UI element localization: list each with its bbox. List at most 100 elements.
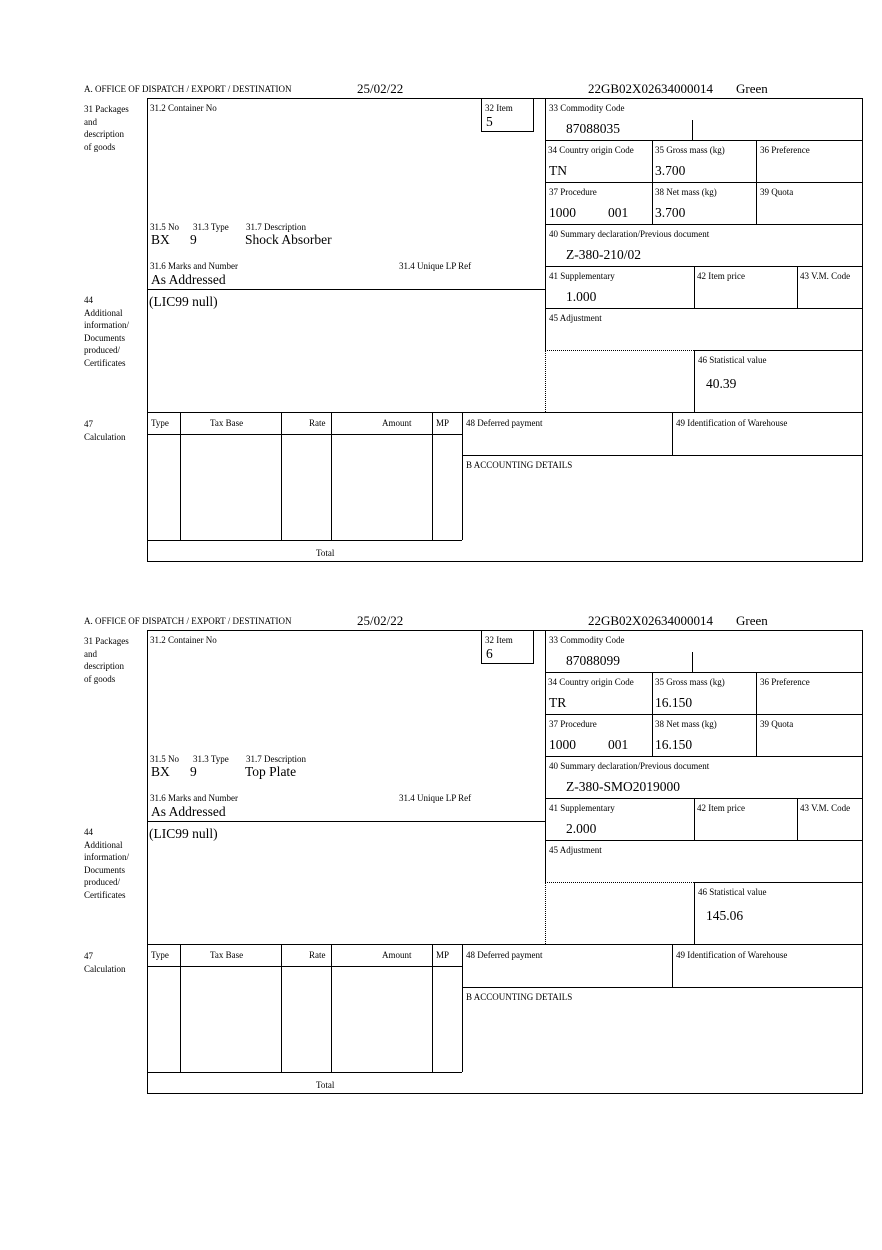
procedure-label: 37 Procedure bbox=[549, 719, 597, 729]
gross-mass-value: 16.150 bbox=[655, 695, 693, 710]
text: Additional bbox=[84, 839, 123, 850]
unique-lp-label: 31.4 Unique LP Ref bbox=[399, 261, 472, 271]
item-price-label: 42 Item price bbox=[697, 271, 745, 281]
divider bbox=[756, 672, 757, 756]
divider bbox=[545, 756, 863, 757]
dotted-divider bbox=[545, 882, 546, 944]
no-value: BX bbox=[151, 764, 170, 779]
text: information/ bbox=[84, 320, 129, 330]
text: Additional bbox=[84, 307, 123, 318]
container-no-label: 31.2 Container No bbox=[150, 103, 217, 113]
route: Green bbox=[736, 81, 768, 96]
divider bbox=[147, 821, 545, 822]
divider bbox=[147, 966, 462, 967]
reference: 22GB02X02634000014 bbox=[588, 613, 713, 628]
total-label: Total bbox=[316, 1080, 335, 1090]
unique-lp-label: 31.4 Unique LP Ref bbox=[399, 793, 472, 803]
divider bbox=[180, 412, 181, 540]
calc-col-rate: Rate bbox=[309, 418, 326, 428]
text: information/ bbox=[84, 852, 129, 862]
divider bbox=[756, 140, 757, 224]
packages-label: 31 Packages and description of goods bbox=[84, 635, 144, 685]
text: Certificates bbox=[84, 357, 126, 368]
procedure-value: 1000 bbox=[549, 205, 576, 220]
office-label: A. OFFICE OF DISPATCH / EXPORT / DESTINA… bbox=[84, 84, 292, 94]
text: 31 Packages bbox=[84, 636, 129, 646]
form-border bbox=[147, 98, 863, 562]
divider bbox=[797, 266, 798, 308]
description-label: 31.7 Description bbox=[246, 754, 306, 764]
calc-col-type: Type bbox=[151, 418, 169, 428]
divider bbox=[692, 652, 693, 672]
text: and bbox=[84, 116, 97, 127]
divider bbox=[545, 798, 863, 799]
item-value: 5 bbox=[486, 114, 493, 129]
container-no-label: 31.2 Container No bbox=[150, 635, 217, 645]
procedure-additional-value: 001 bbox=[608, 205, 629, 220]
marks-value: As Addressed bbox=[151, 804, 226, 819]
calc-col-amount: Amount bbox=[382, 418, 412, 428]
type-value: 9 bbox=[190, 764, 197, 779]
marks-value: As Addressed bbox=[151, 272, 226, 287]
text: produced/ bbox=[84, 345, 120, 355]
divider bbox=[652, 672, 653, 756]
text: 47 bbox=[84, 951, 93, 961]
gross-mass-label: 35 Gross mass (kg) bbox=[655, 677, 725, 687]
statistical-value-label: 46 Statistical value bbox=[698, 355, 767, 365]
additional-value: (LIC99 null) bbox=[149, 826, 218, 841]
country-origin-value: TN bbox=[549, 163, 567, 178]
item-value: 6 bbox=[486, 646, 493, 661]
item-box bbox=[481, 631, 534, 664]
warehouse-label: 49 Identification of Warehouse bbox=[676, 418, 788, 428]
calculation-label: 47 Calculation bbox=[84, 950, 144, 975]
type-value: 9 bbox=[190, 232, 197, 247]
summary-decl-label: 40 Summary declaration/Previous document bbox=[549, 761, 710, 771]
no-label: 31.5 No bbox=[150, 754, 179, 764]
net-mass-value: 3.700 bbox=[655, 205, 686, 220]
additional-label: 44 Additional information/ Documents pro… bbox=[84, 294, 144, 369]
divider bbox=[281, 944, 282, 1072]
description-label: 31.7 Description bbox=[246, 222, 306, 232]
text: produced/ bbox=[84, 877, 120, 887]
text: description bbox=[84, 129, 124, 139]
commodity-code-value: 87088099 bbox=[566, 653, 620, 668]
dotted-divider bbox=[545, 350, 694, 351]
accounting-label: B ACCOUNTING DETAILS bbox=[466, 460, 573, 470]
calculation-label: 47 Calculation bbox=[84, 418, 144, 443]
divider bbox=[147, 412, 863, 413]
divider bbox=[692, 120, 693, 140]
divider bbox=[672, 944, 673, 987]
calc-col-mp: MP bbox=[436, 950, 450, 960]
office-label: A. OFFICE OF DISPATCH / EXPORT / DESTINA… bbox=[84, 616, 292, 626]
packages-label: 31 Packages and description of goods bbox=[84, 103, 144, 153]
vm-code-label: 43 V.M. Code bbox=[800, 271, 851, 281]
divider bbox=[694, 266, 695, 308]
divider bbox=[462, 455, 863, 456]
divider bbox=[281, 412, 282, 540]
divider bbox=[694, 798, 695, 840]
reference: 22GB02X02634000014 bbox=[588, 81, 713, 96]
divider bbox=[462, 412, 463, 540]
customs-item-form: A. OFFICE OF DISPATCH / EXPORT / DESTINA… bbox=[0, 532, 882, 1094]
divider bbox=[147, 434, 462, 435]
text: 47 bbox=[84, 419, 93, 429]
description-value: Shock Absorber bbox=[245, 232, 332, 247]
item-box bbox=[481, 99, 534, 132]
divider bbox=[331, 412, 332, 540]
text: 44 bbox=[84, 827, 93, 837]
divider bbox=[462, 944, 463, 1072]
gross-mass-label: 35 Gross mass (kg) bbox=[655, 145, 725, 155]
total-label: Total bbox=[316, 548, 335, 558]
divider bbox=[694, 350, 695, 412]
statistical-value-label: 46 Statistical value bbox=[698, 887, 767, 897]
divider bbox=[180, 944, 181, 1072]
procedure-additional-value: 001 bbox=[608, 737, 629, 752]
divider bbox=[147, 540, 462, 541]
calc-col-tax-base: Tax Base bbox=[210, 950, 244, 960]
text: Calculation bbox=[84, 431, 126, 442]
divider bbox=[694, 350, 863, 351]
gross-mass-value: 3.700 bbox=[655, 163, 686, 178]
quota-label: 39 Quota bbox=[760, 719, 794, 729]
divider bbox=[331, 944, 332, 1072]
country-origin-label: 34 Country origin Code bbox=[548, 145, 634, 155]
